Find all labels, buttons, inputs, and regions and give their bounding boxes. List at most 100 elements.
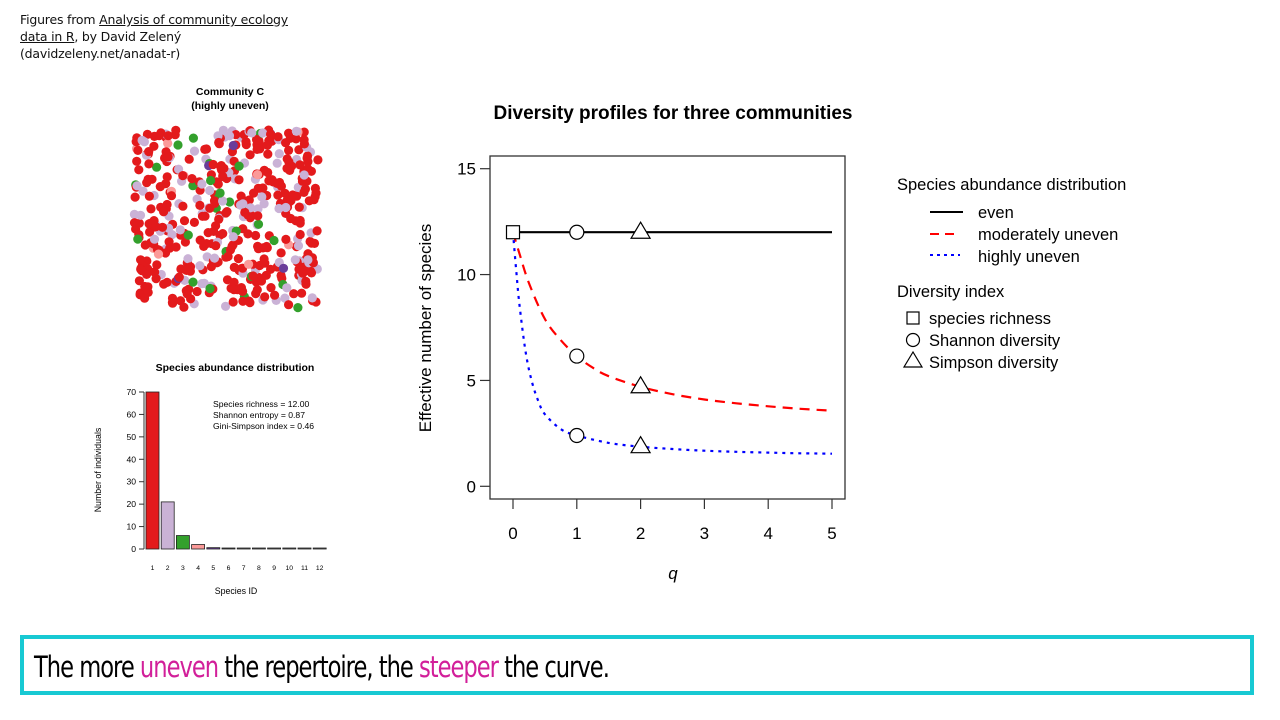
individual-point xyxy=(251,289,261,299)
individual-point xyxy=(188,133,198,143)
individual-point xyxy=(186,294,196,304)
individual-point xyxy=(184,154,194,164)
marker-triangle-highly-uneven xyxy=(630,435,652,454)
book-link-continued[interactable]: data in R xyxy=(20,29,75,44)
circle-marker-icon xyxy=(905,332,921,348)
sad-bar xyxy=(176,535,190,550)
individual-point xyxy=(167,293,178,303)
individual-point xyxy=(152,162,162,172)
individual-point xyxy=(149,216,159,226)
profile-legend: Species abundance distribution even mode… xyxy=(897,176,1126,372)
marker-circle-even xyxy=(569,224,585,240)
series-line-moderately-uneven xyxy=(511,231,833,412)
sad-bar xyxy=(206,547,221,550)
sad-y-tick-label: 0 xyxy=(131,544,136,554)
individual-point xyxy=(197,211,208,221)
square-marker-icon xyxy=(906,311,920,325)
caption-text: The more uneven the repertoire, the stee… xyxy=(34,647,610,687)
sad-title: Species abundance distribution xyxy=(156,362,315,374)
individual-point xyxy=(273,190,283,200)
individual-point xyxy=(219,163,229,173)
individual-point xyxy=(201,144,212,154)
sad-bar xyxy=(221,547,236,550)
sad-bar xyxy=(236,547,251,550)
individual-point xyxy=(301,276,311,286)
individual-point xyxy=(244,296,254,306)
profile-markers xyxy=(505,221,652,454)
credit-author: , by David Zelený xyxy=(74,29,182,44)
individual-point xyxy=(272,158,282,168)
profile-y-tick-label: 15 xyxy=(457,160,476,179)
book-link[interactable]: Analysis of community ecology xyxy=(99,12,288,27)
individual-point xyxy=(189,217,199,227)
individual-point xyxy=(140,293,150,303)
marker-square-even xyxy=(505,225,521,240)
individual-point xyxy=(294,202,304,212)
individual-point xyxy=(270,290,280,300)
legend-group2-title: Diversity index xyxy=(897,283,1005,301)
individual-point xyxy=(218,125,228,135)
individual-point xyxy=(134,165,144,175)
sad-x-tick-label: 9 xyxy=(272,565,276,572)
marker-triangle-even xyxy=(630,221,652,239)
community-subtitle: (highly uneven) xyxy=(191,100,269,112)
individual-point xyxy=(178,171,188,181)
individual-point xyxy=(205,283,215,294)
individual-point xyxy=(209,253,220,263)
individual-point xyxy=(306,266,316,276)
individual-point xyxy=(281,202,291,213)
individual-point xyxy=(134,218,144,228)
individual-point xyxy=(195,235,205,245)
individual-point xyxy=(229,277,239,287)
individual-point xyxy=(295,229,305,240)
individual-point xyxy=(306,166,316,176)
individual-point xyxy=(174,272,184,282)
individual-point xyxy=(236,191,246,201)
individual-point xyxy=(303,157,313,167)
individual-point xyxy=(282,163,292,173)
profile-y-axis: 0 5 10 15 xyxy=(457,160,490,496)
individual-point xyxy=(258,128,268,138)
profile-x-label: q xyxy=(668,564,678,583)
individual-point xyxy=(307,293,317,303)
sad-x-tick-label: 8 xyxy=(257,565,261,572)
individual-point xyxy=(187,174,197,184)
profile-y-tick-label: 0 xyxy=(467,477,476,496)
legend-item-simpson: Simpson diversity xyxy=(902,350,1059,372)
individual-point xyxy=(188,277,198,287)
individual-point xyxy=(263,167,273,178)
individual-point xyxy=(238,199,248,209)
individual-point xyxy=(244,259,254,269)
individual-point xyxy=(132,181,142,191)
profile-x-axis: 0 1 2 3 4 5 xyxy=(508,499,837,543)
individual-point xyxy=(206,262,216,272)
sad-x-tick-label: 5 xyxy=(211,565,215,572)
legend-label-even: even xyxy=(978,204,1014,222)
caption-box: The more uneven the repertoire, the stee… xyxy=(20,635,1254,695)
individual-point xyxy=(138,186,148,196)
community-c-plot: Community C (highly uneven) xyxy=(129,86,323,313)
individual-point xyxy=(189,146,200,156)
caption-part1: The more xyxy=(34,650,140,684)
sad-y-label: Number of individuals xyxy=(93,427,103,512)
individual-point xyxy=(179,216,190,226)
individual-point xyxy=(211,241,221,251)
individual-point xyxy=(135,210,146,220)
individual-point xyxy=(163,152,173,162)
figure-credit: Figures from Analysis of community ecolo… xyxy=(20,11,288,62)
individual-point xyxy=(218,171,228,182)
individual-point xyxy=(222,207,232,217)
sad-y-tick-label: 10 xyxy=(126,522,136,532)
individual-point xyxy=(259,199,269,209)
triangle-marker-icon xyxy=(902,350,924,368)
individual-point xyxy=(312,226,322,236)
individual-point xyxy=(195,261,205,271)
individual-point xyxy=(249,188,259,198)
sad-x-tick-label: 6 xyxy=(227,565,231,572)
individual-point xyxy=(215,188,225,198)
sad-y-tick-label: 60 xyxy=(126,409,136,419)
individual-point xyxy=(253,219,264,229)
individual-point xyxy=(152,260,162,270)
individual-point xyxy=(178,201,188,211)
individual-point xyxy=(136,255,146,265)
